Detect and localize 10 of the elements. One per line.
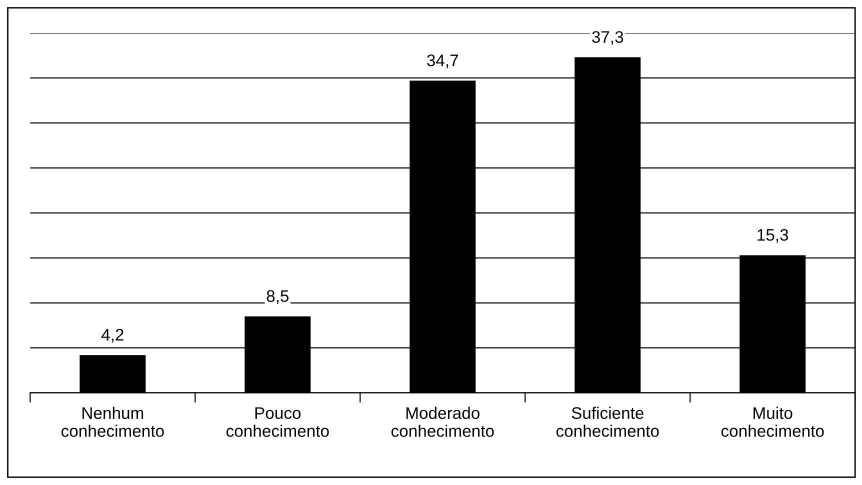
data-label: 15,3 — [758, 228, 788, 243]
data-label: 34,7 — [427, 54, 458, 68]
data-label: 8,5 — [266, 290, 289, 304]
x-tick-label: Muito conhecimento — [721, 406, 824, 437]
data-label: 37,3 — [592, 31, 624, 45]
x-tick-label: Suficiente conhecimento — [556, 406, 659, 437]
x-tick-label: Moderado conhecimento — [391, 406, 494, 437]
x-tick-label: Nenhum conhecimento — [61, 406, 164, 437]
x-tick-label: Pouco conhecimento — [226, 407, 329, 437]
data-label: 4,2 — [101, 328, 124, 343]
